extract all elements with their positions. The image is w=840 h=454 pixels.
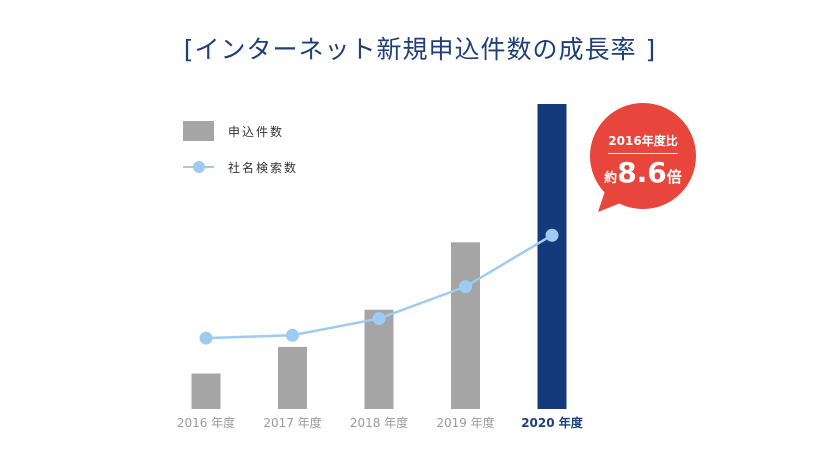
legend-item-bar: 申込件数 (183, 120, 298, 142)
callout-prefix: 約 (604, 171, 618, 186)
bar-4 (537, 104, 567, 409)
legend: 申込件数 社名検索数 (183, 120, 298, 192)
callout-tail (598, 188, 628, 212)
callout-line1: 2016年度比 (608, 132, 678, 154)
bar-1 (278, 346, 307, 409)
callout-value: 8.6 (617, 156, 667, 189)
x-tick-label-1: 2017 年度 (263, 415, 321, 430)
callout-line2: 約8.6倍 (588, 156, 698, 189)
bar-0 (191, 373, 221, 409)
legend-swatch-bar (183, 121, 214, 141)
callout-suffix: 倍 (666, 168, 682, 186)
chart-title: [インターネット新規申込件数の成長率 ] (183, 35, 657, 64)
x-tick-label-4: 2020 年度 (521, 415, 584, 430)
legend-swatch-line (183, 157, 214, 177)
bar-3 (451, 242, 480, 409)
legend-item-line: 社名検索数 (183, 156, 298, 178)
legend-label-bar: 申込件数 (228, 124, 285, 139)
line-point-4 (545, 228, 559, 242)
callout-text: 2016年度比 約8.6倍 (588, 130, 698, 189)
line-point-3 (459, 280, 472, 294)
x-tick-label-0: 2016 年度 (177, 415, 235, 430)
line-point-1 (286, 328, 299, 342)
line-point-0 (199, 331, 213, 345)
line-point-2 (372, 312, 386, 326)
x-tick-label-3: 2019 年度 (436, 415, 494, 430)
x-tick-label-2: 2018 年度 (350, 415, 408, 430)
bar-2 (364, 309, 394, 409)
callout-bubble (590, 103, 696, 209)
legend-label-line: 社名検索数 (228, 160, 299, 175)
